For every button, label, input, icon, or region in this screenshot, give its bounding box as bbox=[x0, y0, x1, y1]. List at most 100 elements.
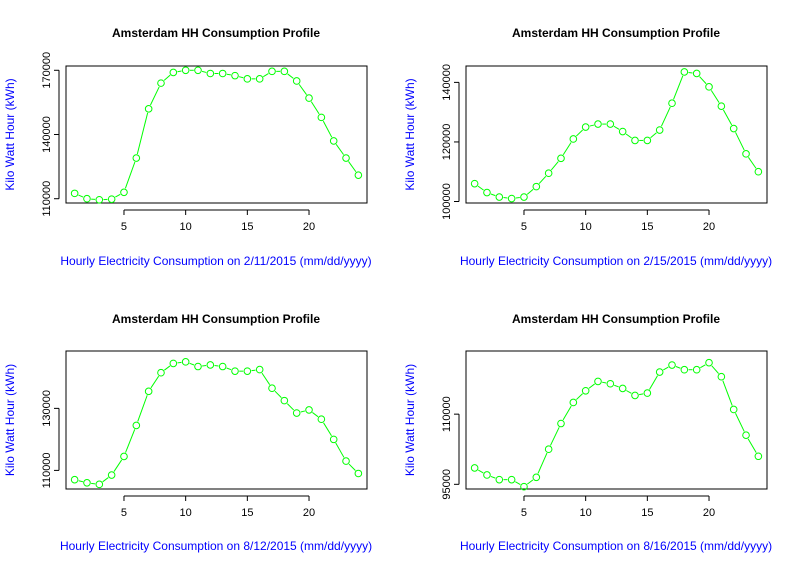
series-line-segment bbox=[625, 133, 632, 139]
y-tick-label: 120000 bbox=[441, 124, 453, 161]
series-line-segment bbox=[78, 480, 84, 483]
data-point bbox=[655, 368, 664, 376]
series-line-segment bbox=[263, 73, 269, 78]
x-tick-label: 5 bbox=[121, 507, 127, 519]
data-point bbox=[120, 452, 128, 461]
data-point bbox=[218, 69, 227, 78]
data-point bbox=[520, 482, 528, 491]
series-line-segment bbox=[639, 393, 644, 396]
data-point bbox=[532, 473, 541, 482]
y-tick-label: 170000 bbox=[41, 52, 53, 89]
series-line-segment bbox=[335, 144, 344, 155]
plot-frame bbox=[465, 350, 768, 490]
x-tick-label: 10 bbox=[180, 221, 192, 233]
data-point bbox=[181, 66, 190, 75]
data-point bbox=[594, 377, 602, 386]
data-point bbox=[342, 154, 350, 162]
chart-title: Amsterdam HH Consumption Profile bbox=[512, 26, 720, 40]
series-line-segment bbox=[722, 380, 733, 406]
series-line-segment bbox=[323, 422, 332, 437]
data-point bbox=[132, 154, 141, 162]
series-line-segment bbox=[201, 70, 207, 73]
data-point bbox=[157, 368, 165, 377]
series-line-segment bbox=[102, 477, 109, 483]
x-tick-label: 5 bbox=[521, 221, 527, 233]
data-point bbox=[231, 367, 239, 375]
x-axis-label: Hourly Electricity Consumption on 2/15/2… bbox=[460, 254, 772, 268]
series-line-segment bbox=[189, 362, 195, 366]
series-line-segment bbox=[298, 84, 307, 95]
plot-frame bbox=[65, 350, 368, 490]
series-line-segment bbox=[125, 429, 136, 453]
series-line-segment bbox=[477, 185, 484, 191]
series-line-segment bbox=[649, 375, 658, 390]
data-point bbox=[680, 68, 689, 76]
data-point bbox=[255, 365, 264, 374]
series-line-segment bbox=[575, 129, 583, 137]
data-point bbox=[643, 389, 652, 397]
series-line-segment bbox=[136, 112, 149, 155]
data-point bbox=[692, 69, 701, 78]
series-line-segment bbox=[537, 452, 548, 474]
data-point bbox=[754, 452, 763, 461]
y-axis-label: Kilo Watt Hour (kWh) bbox=[403, 78, 417, 190]
series-line-segment bbox=[576, 393, 583, 400]
series-line-segment bbox=[238, 76, 244, 79]
y-tick-label: 110000 bbox=[41, 181, 53, 217]
y-axis-label: Kilo Watt Hour (kWh) bbox=[403, 364, 417, 476]
data-point bbox=[668, 99, 676, 108]
data-point bbox=[329, 435, 338, 444]
series-line-segment bbox=[202, 364, 207, 367]
x-axis-label: Hourly Electricity Consumption on 8/16/2… bbox=[460, 539, 772, 553]
data-point bbox=[729, 405, 738, 414]
series-line-segment bbox=[526, 188, 534, 195]
data-point bbox=[581, 386, 590, 395]
data-point bbox=[169, 359, 178, 368]
series-line-segment bbox=[124, 161, 136, 189]
series-line-segment bbox=[490, 475, 496, 479]
x-tick-label: 20 bbox=[303, 221, 315, 233]
data-point bbox=[717, 372, 726, 381]
x-tick-label: 15 bbox=[641, 221, 653, 233]
series-line-segment bbox=[177, 70, 182, 73]
series-line-segment bbox=[722, 109, 733, 126]
data-point bbox=[243, 75, 252, 83]
series-line-segment bbox=[226, 73, 231, 76]
series-line-segment bbox=[322, 120, 333, 138]
x-tick-label: 15 bbox=[641, 507, 653, 519]
x-axis-label: Hourly Electricity Consumption on 8/12/2… bbox=[60, 539, 372, 553]
series-line-segment bbox=[663, 366, 669, 371]
series-line-segment bbox=[91, 482, 96, 485]
series-line-segment bbox=[550, 161, 559, 171]
data-point bbox=[507, 194, 516, 203]
data-point bbox=[231, 71, 239, 80]
data-point bbox=[569, 398, 578, 407]
series-line-segment bbox=[150, 86, 160, 106]
data-point bbox=[470, 179, 479, 188]
series-line-segment bbox=[562, 142, 572, 156]
data-point bbox=[729, 124, 738, 133]
data-point bbox=[305, 94, 313, 102]
series-line-segment bbox=[115, 193, 121, 198]
data-point bbox=[754, 167, 763, 176]
series-line-segment bbox=[650, 132, 657, 139]
data-point bbox=[70, 189, 79, 198]
data-point bbox=[354, 469, 363, 478]
data-point bbox=[194, 362, 202, 371]
series-line-segment bbox=[589, 124, 595, 127]
data-point bbox=[305, 406, 313, 414]
series-line-segment bbox=[214, 364, 219, 367]
data-point bbox=[544, 169, 553, 178]
series-line-segment bbox=[748, 157, 757, 169]
data-point bbox=[194, 66, 202, 75]
data-point bbox=[717, 102, 726, 111]
data-point bbox=[631, 391, 639, 400]
series-line-segment bbox=[602, 381, 607, 384]
series-line-segment bbox=[675, 366, 681, 369]
series-line-segment bbox=[747, 438, 757, 453]
data-point bbox=[643, 136, 652, 145]
x-tick-label: 20 bbox=[303, 507, 315, 519]
data-point bbox=[218, 362, 227, 371]
chart-title: Amsterdam HH Consumption Profile bbox=[112, 312, 320, 326]
